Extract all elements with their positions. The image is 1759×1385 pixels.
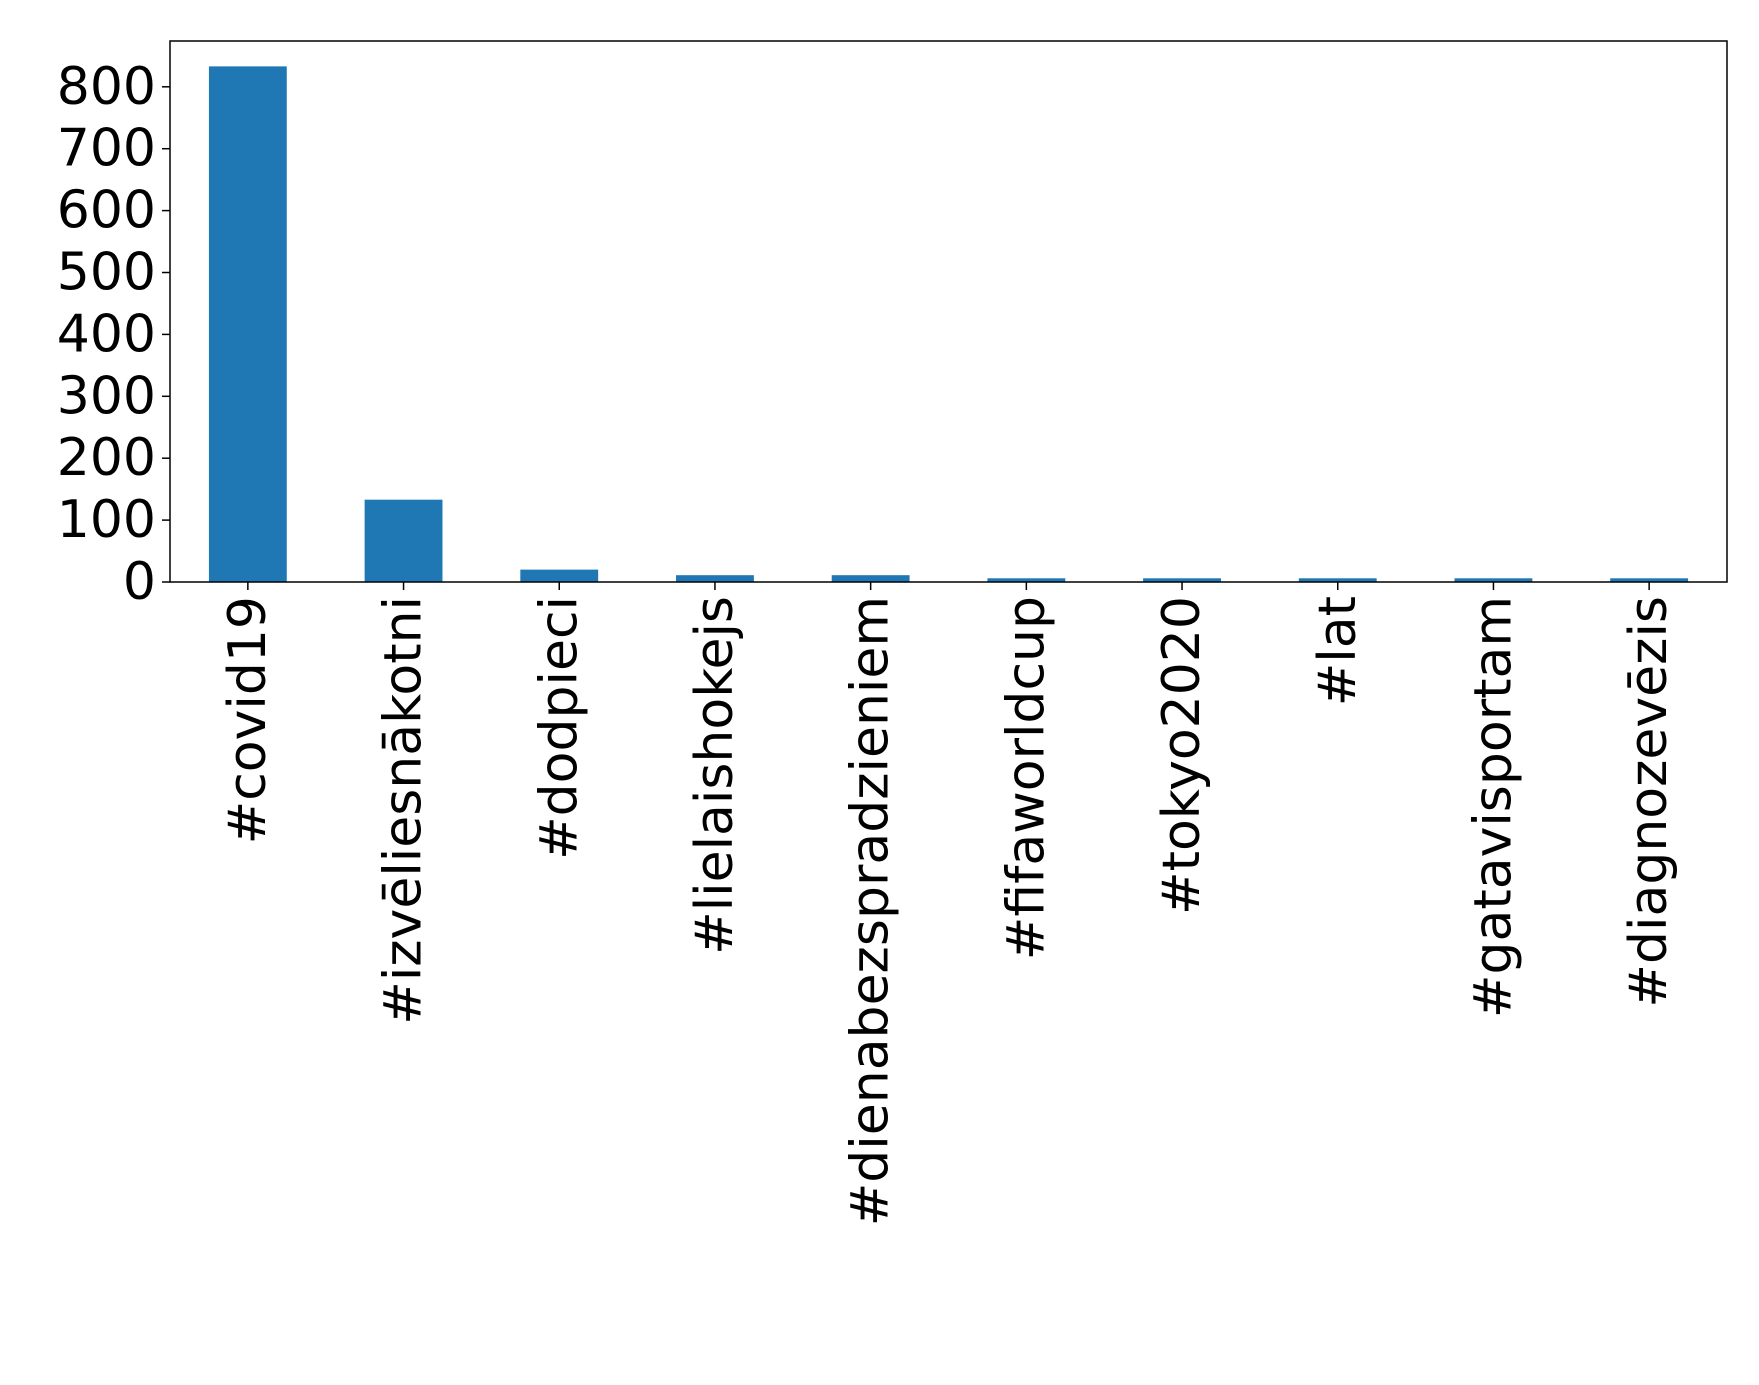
x-tick-label: #lat (1308, 596, 1368, 706)
bar (1454, 578, 1533, 582)
bar (1610, 578, 1689, 582)
bar (520, 569, 599, 582)
y-tick-label: 600 (57, 181, 156, 241)
y-tick-label: 200 (57, 428, 156, 488)
y-tick-label: 300 (57, 366, 156, 426)
x-tick-label: #gatavisportam (1463, 596, 1523, 1018)
x-tick-label: #dienabezspradzieniem (841, 596, 901, 1226)
y-tick-label: 100 (57, 490, 156, 550)
bar (987, 578, 1066, 582)
bar (364, 499, 443, 582)
plot-frame (169, 40, 1728, 583)
x-tick-label: #diagnozevēzis (1619, 596, 1679, 1008)
bar (1143, 578, 1221, 582)
y-tick-label: 800 (57, 57, 156, 117)
x-tick-label: #covid19 (218, 596, 278, 844)
x-tick-label: #fifaworldcup (996, 596, 1056, 960)
y-tick-label: 400 (57, 304, 156, 364)
bar (831, 575, 910, 582)
y-tick-label: 0 (123, 552, 156, 612)
x-tick-label: #lielaishokejs (685, 596, 745, 955)
x-tick-label: #tokyo2020 (1152, 596, 1212, 915)
bar (1298, 578, 1377, 582)
bar (208, 66, 287, 582)
y-tick-label: 500 (57, 243, 156, 303)
y-tick-label: 700 (57, 119, 156, 179)
x-tick-label: #dodpieci (529, 596, 589, 860)
x-tick-label: #izvēliesnākotni (374, 596, 434, 1025)
bar (676, 575, 754, 582)
